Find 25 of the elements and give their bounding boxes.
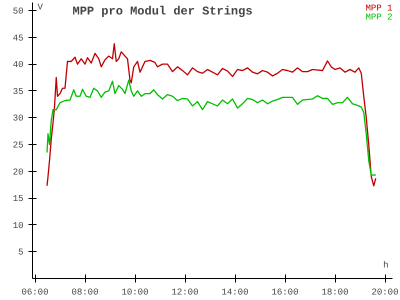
x-axis-title: h xyxy=(383,260,389,270)
y-tick-label: 45 xyxy=(12,33,24,44)
y-tick-label: 50 xyxy=(12,6,24,17)
x-tick-label: 08:00 xyxy=(72,288,99,298)
chart-title: MPP pro Modul der Strings xyxy=(72,4,253,18)
x-tick-label: 16:00 xyxy=(272,288,299,298)
x-tick-label: 10:00 xyxy=(122,288,149,298)
y-tick-label: 25 xyxy=(12,140,24,151)
y-tick-label: 35 xyxy=(12,86,24,97)
x-tick-label: 12:00 xyxy=(172,288,199,298)
y-tick-label: 15 xyxy=(12,194,24,204)
y-tick-label: 20 xyxy=(12,167,24,178)
x-tick-label: 06:00 xyxy=(22,288,49,298)
x-tick-label: 20:00 xyxy=(372,288,399,298)
x-tick-label: 18:00 xyxy=(322,288,349,298)
text: MPP 1 xyxy=(365,4,393,14)
y-tick-label: 5 xyxy=(18,248,24,258)
y-axis-title: V xyxy=(38,2,44,12)
x-tick-label: 14:00 xyxy=(222,288,249,298)
text: MPP 2 xyxy=(365,12,393,22)
line-series xyxy=(46,43,376,186)
line-series xyxy=(46,80,376,176)
y-tick-label: 30 xyxy=(12,114,24,124)
y-tick-label: 10 xyxy=(12,220,24,231)
y-tick-label: 40 xyxy=(12,60,24,70)
